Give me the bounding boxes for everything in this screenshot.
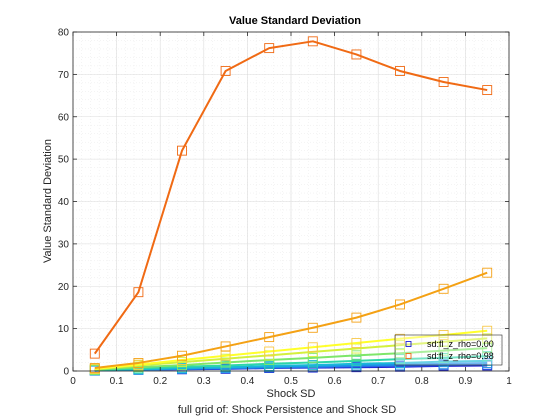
- data-point-marker: [395, 299, 405, 310]
- x-tick-label: 0.6: [328, 376, 342, 387]
- chart-title: Value Standard Deviation: [229, 15, 361, 27]
- data-point-marker: [264, 332, 275, 343]
- y-tick-label: 70: [58, 70, 70, 81]
- x-tick-label: 0.5: [284, 376, 298, 387]
- data-point-marker: [482, 351, 493, 362]
- x-tick-label: 0.7: [371, 376, 385, 387]
- data-point-marker: [351, 338, 362, 348]
- series-8: [89, 267, 493, 373]
- legend-marker: [405, 341, 412, 347]
- series-line: [94, 271, 488, 370]
- data-point-marker: [307, 342, 318, 353]
- data-point-marker: [395, 348, 405, 359]
- series-line: [94, 329, 488, 370]
- x-tick-label: 0.3: [197, 376, 211, 387]
- data-point-marker: [133, 287, 144, 298]
- data-point-marker: [351, 343, 362, 354]
- data-point-marker: [438, 336, 449, 347]
- series-line: [93, 40, 488, 355]
- x-axis: 0 0.1 0.2 0.3 0.4 0.5 0.6 0.7 0.8 0.9 1: [70, 32, 512, 387]
- data-point-marker: [482, 333, 493, 344]
- y-axis: 0 10 20 30 40 50 60 70 80: [58, 28, 509, 378]
- data-point-marker: [89, 348, 100, 359]
- data-point-marker: [395, 66, 405, 76]
- data-point-marker: [133, 358, 144, 368]
- data-point-marker: [89, 363, 100, 373]
- y-tick-label: 30: [58, 239, 70, 250]
- data-point-marker: [482, 85, 493, 96]
- y-tick-label: 20: [58, 282, 70, 293]
- x-tick-label: 1: [506, 376, 512, 387]
- series-line: [94, 347, 488, 371]
- data-point-marker: [438, 352, 449, 363]
- data-point-marker: [177, 350, 187, 361]
- y-tick-label: 40: [58, 197, 70, 208]
- y-tick-label: 60: [58, 112, 70, 123]
- data-point-marker: [482, 267, 493, 278]
- legend-box: [394, 334, 503, 366]
- series-group: [89, 36, 493, 376]
- data-point-marker: [264, 346, 275, 357]
- y-tick-label: 50: [58, 155, 70, 166]
- x-tick-label: 0.4: [240, 376, 254, 387]
- data-point-marker: [177, 145, 187, 156]
- series-7: [89, 325, 493, 374]
- x-tick-label: 0.9: [458, 376, 472, 387]
- data-point-marker: [438, 77, 449, 87]
- data-point-marker: [307, 322, 318, 333]
- x-axis-label: Shock SD: [267, 388, 316, 400]
- x-tick-label: 0.8: [415, 376, 429, 387]
- y-axis-label: Value Standard Deviation: [42, 139, 54, 263]
- data-point-marker: [482, 343, 493, 354]
- legend-label: sd:fl_z_rho=0.98: [427, 351, 494, 361]
- data-point-marker: [395, 333, 405, 344]
- data-point-marker: [220, 66, 231, 76]
- series-9: [89, 36, 493, 359]
- data-point-marker: [395, 354, 405, 365]
- data-point-marker: [264, 43, 275, 54]
- data-point-marker: [307, 36, 318, 47]
- x-tick-label: 0: [70, 376, 76, 387]
- x-tick-label: 0.1: [110, 376, 124, 387]
- y-tick-label: 80: [58, 28, 70, 39]
- y-tick-label: 0: [63, 367, 69, 378]
- figure-caption: full grid of: Shock Persistence and Shoc…: [178, 404, 396, 416]
- y-tick-label: 10: [58, 324, 70, 335]
- series-line: [94, 337, 488, 371]
- data-point-marker: [351, 350, 362, 361]
- data-point-marker: [220, 341, 231, 352]
- x-tick-label: 0.2: [153, 376, 167, 387]
- data-point-marker: [351, 49, 362, 60]
- data-point-marker: [438, 283, 449, 294]
- data-point-marker: [395, 340, 405, 351]
- data-point-marker: [351, 355, 362, 366]
- legend-marker: [405, 353, 412, 359]
- legend-label: sd:fl_z_rho=0.00: [427, 339, 494, 349]
- data-point-marker: [351, 312, 362, 323]
- data-point-marker: [307, 352, 318, 363]
- legend: sd:fl_z_rho=0.00 sd:fl_z_rho=0.98: [394, 334, 503, 366]
